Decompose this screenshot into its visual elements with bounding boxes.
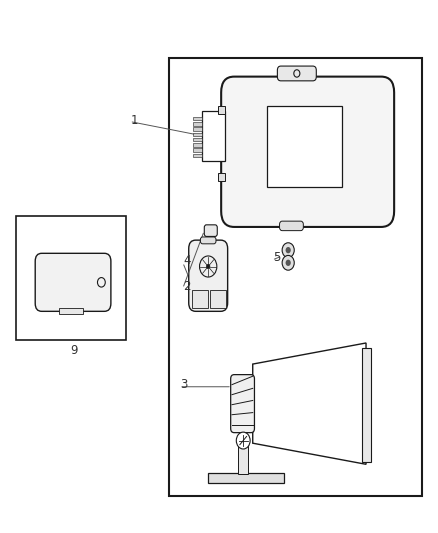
- Bar: [193, 127, 202, 131]
- Bar: [193, 122, 202, 126]
- Text: 3: 3: [180, 378, 187, 391]
- Circle shape: [286, 260, 291, 266]
- Circle shape: [282, 243, 294, 257]
- Bar: [238, 445, 248, 474]
- Bar: [362, 348, 371, 462]
- FancyBboxPatch shape: [221, 77, 394, 227]
- Polygon shape: [253, 343, 366, 464]
- Text: 1: 1: [131, 114, 138, 127]
- Bar: [193, 143, 202, 147]
- Bar: [210, 290, 226, 308]
- Bar: [202, 111, 226, 161]
- Circle shape: [236, 432, 250, 449]
- Bar: [193, 154, 202, 157]
- Circle shape: [286, 247, 291, 253]
- Bar: [16, 216, 126, 341]
- Bar: [193, 133, 202, 136]
- Text: 2: 2: [184, 280, 191, 293]
- Bar: [208, 473, 284, 483]
- FancyBboxPatch shape: [277, 66, 316, 81]
- Circle shape: [282, 255, 294, 270]
- Text: 4: 4: [184, 254, 191, 267]
- Bar: [218, 106, 225, 114]
- FancyBboxPatch shape: [279, 221, 304, 231]
- Bar: [218, 173, 225, 181]
- FancyBboxPatch shape: [189, 240, 228, 311]
- FancyBboxPatch shape: [201, 237, 216, 244]
- Bar: [192, 290, 208, 308]
- Bar: [193, 138, 202, 141]
- FancyBboxPatch shape: [204, 225, 217, 237]
- Text: 5: 5: [273, 251, 280, 264]
- Bar: [59, 308, 83, 314]
- Bar: [267, 106, 342, 188]
- FancyBboxPatch shape: [231, 375, 254, 433]
- FancyBboxPatch shape: [35, 253, 111, 311]
- Bar: [193, 148, 202, 152]
- Bar: [193, 117, 202, 120]
- Text: 9: 9: [70, 344, 77, 357]
- Circle shape: [206, 264, 210, 269]
- Bar: [169, 58, 422, 496]
